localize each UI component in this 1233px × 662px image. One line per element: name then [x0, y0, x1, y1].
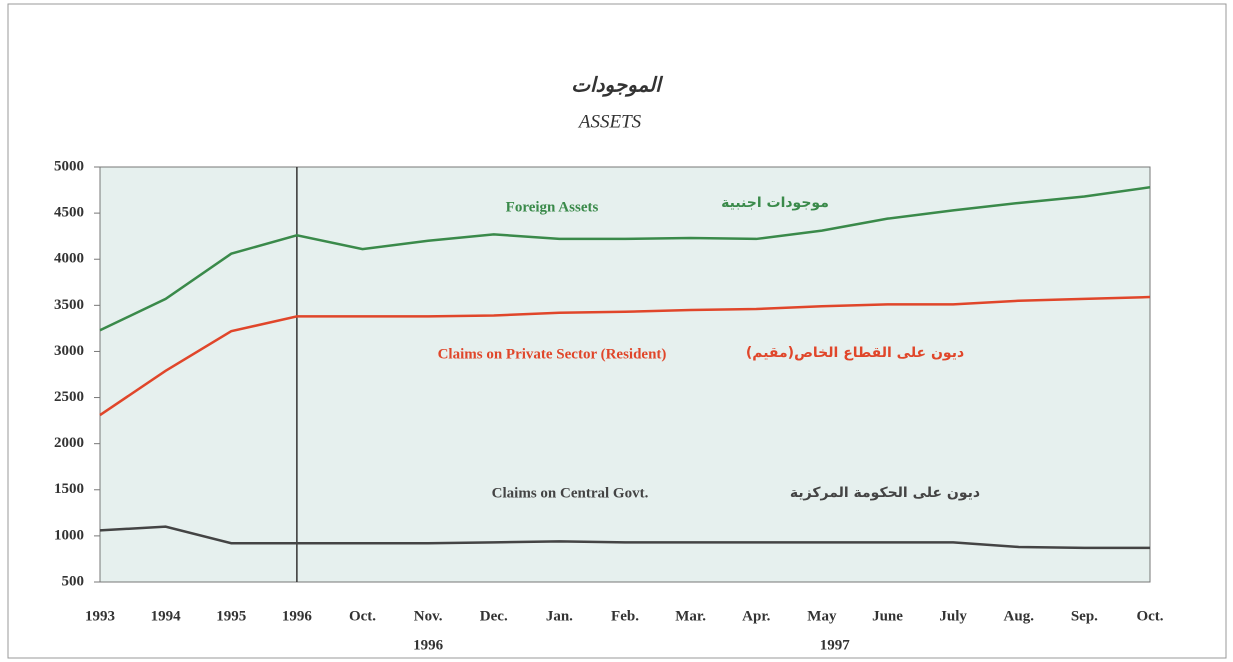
x-tick-label: Feb.	[611, 608, 639, 624]
series-label-ar: موجودات اجنبية	[721, 195, 829, 211]
x-tick-label: Oct.	[349, 608, 376, 624]
y-tick-label: 2500	[54, 389, 84, 405]
x-tick-label: Aug.	[1004, 608, 1035, 624]
y-tick-label: 1000	[54, 527, 84, 543]
series-label: Claims on Private Sector (Resident)	[438, 346, 667, 362]
y-tick-label: 3500	[54, 297, 84, 313]
plot-area	[99, 166, 1151, 583]
x-tick-label: Jan.	[546, 608, 573, 624]
x-tick-label: Dec.	[480, 608, 508, 624]
x-tick-label: Mar.	[675, 608, 706, 624]
series-line	[99, 525, 1150, 550]
x-tick-label: June	[872, 608, 903, 624]
x-tick-label: 1993	[85, 608, 115, 624]
x-tick-label: Apr.	[742, 608, 770, 624]
series-label-ar: ديون على القطاع الخاص(مقيم)	[746, 345, 964, 361]
x-tick-label: 1996	[282, 608, 313, 624]
x-tick-label: 1995	[216, 608, 246, 624]
chart-subtitle: ASSETS	[577, 111, 642, 132]
series-label: Foreign Assets	[506, 199, 599, 215]
series-line	[99, 295, 1151, 417]
x-tick-label: May	[807, 608, 837, 624]
y-tick-label: 500	[62, 573, 85, 589]
series-label: Claims on Central Govt.	[492, 485, 649, 501]
x-tick-label: July	[939, 608, 967, 624]
frame	[7, 3, 1227, 659]
y-tick-label: 3000	[54, 343, 84, 359]
x-tick-label: 1994	[151, 608, 182, 624]
x-group-label: 1997	[820, 637, 851, 653]
x-group-label: 1996	[413, 637, 444, 653]
series-label-ar: ديون على الحكومة المركزية	[790, 485, 980, 501]
x-tick-label: Oct.	[1136, 608, 1163, 624]
chart-title: الموجودات	[571, 73, 663, 98]
y-tick-label: 5000	[54, 158, 84, 174]
x-tick-label: Sep.	[1071, 608, 1098, 624]
series-line	[99, 186, 1151, 332]
y-tick-label: 2000	[54, 435, 84, 451]
y-tick-label: 1500	[54, 481, 84, 497]
y-tick-label: 4000	[54, 251, 84, 267]
y-tick-label: 4500	[54, 205, 84, 221]
x-tick-label: Nov.	[414, 608, 443, 624]
